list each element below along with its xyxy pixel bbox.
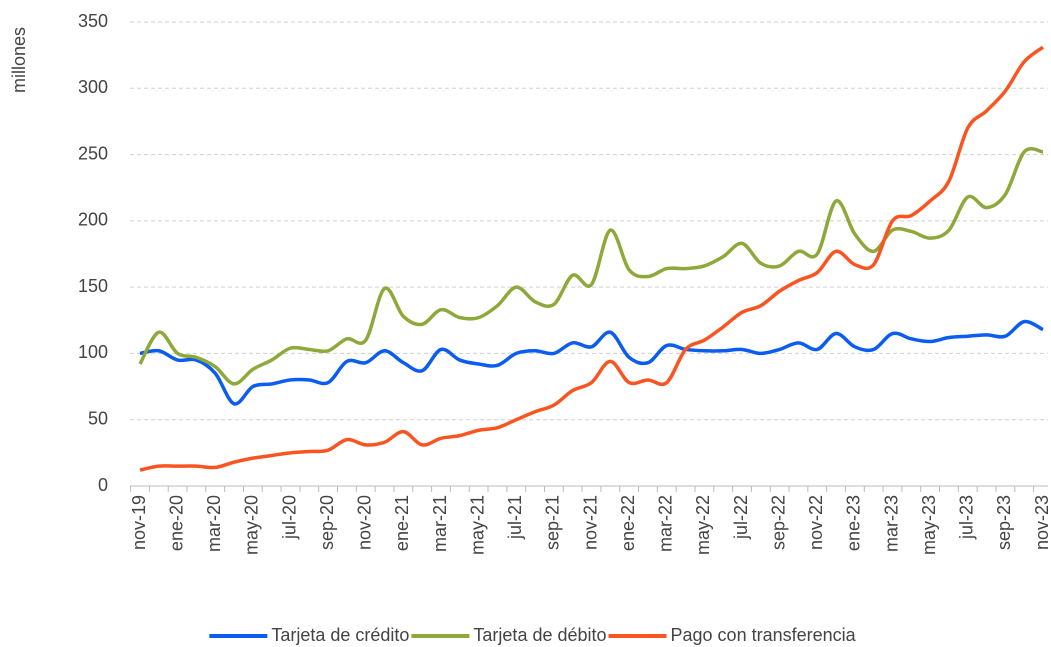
x-tick-label: jul-23 xyxy=(957,495,977,540)
x-tick-label: jul-20 xyxy=(279,495,299,540)
y-tick-label: 100 xyxy=(78,342,108,362)
x-tick-label: sep-20 xyxy=(317,495,337,550)
x-tick-label: ene-21 xyxy=(392,495,412,551)
legend-label: Tarjeta de crédito xyxy=(271,625,409,645)
y-tick-label: 350 xyxy=(78,11,108,31)
x-tick-label: nov-19 xyxy=(129,495,149,550)
x-tick-label: sep-21 xyxy=(543,495,563,550)
y-tick-label: 50 xyxy=(88,408,108,428)
x-tick-label: nov-22 xyxy=(806,495,826,550)
x-tick-label: ene-23 xyxy=(844,495,864,551)
x-tick-label: nov-20 xyxy=(355,495,375,550)
series-line xyxy=(138,147,1044,386)
x-tick-label: ene-22 xyxy=(618,495,638,551)
x-tick-label: sep-23 xyxy=(994,495,1014,550)
y-tick-label: 150 xyxy=(78,276,108,296)
x-tick-label: sep-22 xyxy=(768,495,788,550)
y-tick-label: 300 xyxy=(78,77,108,97)
y-tick-label: 0 xyxy=(98,475,108,495)
x-tick-label: ene-20 xyxy=(166,495,186,551)
series-line xyxy=(139,45,1045,472)
x-tick-label: mar-22 xyxy=(656,495,676,552)
x-tick-label: jul-22 xyxy=(731,495,751,540)
x-tick-label: may-21 xyxy=(467,495,487,555)
y-tick-label: 200 xyxy=(78,210,108,230)
x-tick-label: may-20 xyxy=(242,495,262,555)
x-tick-label: may-23 xyxy=(919,495,939,555)
x-tick-label: nov-21 xyxy=(580,495,600,550)
series-line xyxy=(139,319,1044,406)
legend-label: Pago con transferencia xyxy=(671,625,857,645)
x-tick-label: nov-23 xyxy=(1032,495,1051,550)
y-tick-label: 250 xyxy=(78,143,108,163)
x-tick-label: mar-20 xyxy=(204,495,224,552)
x-tick-label: jul-21 xyxy=(505,495,525,540)
x-tick-label: may-22 xyxy=(693,495,713,555)
y-axis-label: millones xyxy=(9,27,29,93)
x-tick-label: mar-21 xyxy=(430,495,450,552)
x-tick-label: mar-23 xyxy=(881,495,901,552)
legend-label: Tarjeta de débito xyxy=(473,625,606,645)
